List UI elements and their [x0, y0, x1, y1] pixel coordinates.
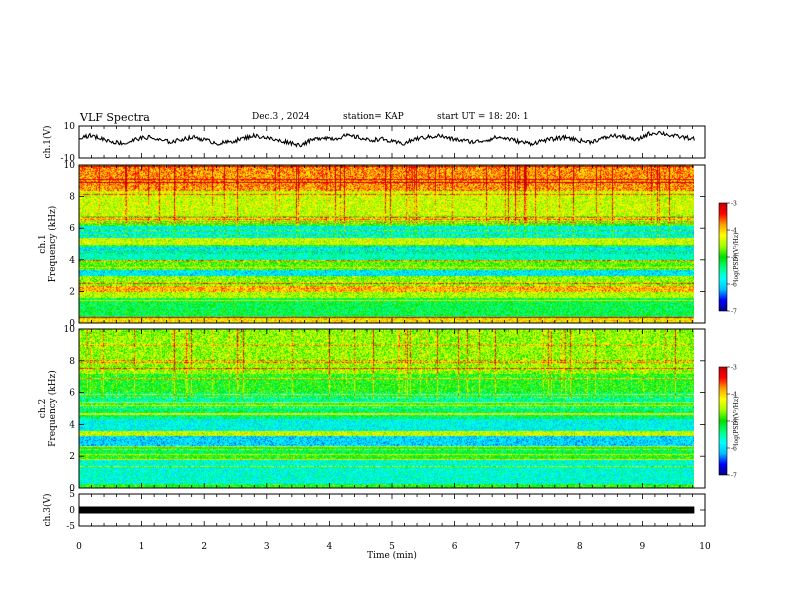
ch1-spectrogram-y-tick-label: 4 [69, 256, 75, 266]
x-tick-label: 3 [264, 542, 270, 552]
ch1-waveform-line [78, 130, 695, 148]
colorbar-label: log(PSD)(V²/Hz) [733, 233, 740, 282]
ch1-waveform-y-tick-label: 10 [64, 122, 76, 132]
ch1-waveform-y-tick-label: -10 [61, 154, 76, 164]
colorbar-tick-label: -6 [731, 446, 737, 453]
x-tick-label: 5 [389, 542, 395, 552]
ch2-spectrogram-y-tick-label: 0 [69, 484, 75, 494]
ch1-spectrogram-ylabel: Frequency (kHz) [47, 206, 58, 283]
date-label: Dec.3 , 2024 [252, 112, 310, 122]
ch2-spectrogram-y-tick-label: 8 [69, 357, 75, 367]
ch2-spectrogram-ylabel-channel: ch.2 [38, 399, 48, 418]
x-tick-label: 10 [699, 542, 711, 552]
colorbar-tick-label: -4 [731, 392, 737, 399]
x-axis-label: Time (min) [367, 550, 417, 561]
ch2-colorbar [718, 366, 728, 476]
ch2-spectrogram-image [79, 329, 694, 488]
ch1-spectrogram-y-tick-label: 8 [69, 193, 75, 203]
x-tick-label: 9 [640, 542, 646, 552]
ch1-spectrogram-y-tick-label: 10 [64, 161, 76, 171]
ch3-waveform-ylabel: ch.3(V) [42, 494, 53, 527]
x-tick-label: 2 [201, 542, 207, 552]
x-tick-label: 6 [452, 542, 458, 552]
ch2-spectrogram-ylabel: Frequency (kHz) [47, 370, 58, 447]
ch2-spectrogram-y-tick-label: 6 [69, 389, 75, 399]
ch2-spectrogram-y-tick-label: 10 [64, 325, 76, 335]
colorbar-label: log(PSD)(V²/Hz) [733, 397, 740, 446]
colorbar-tick-label: -6 [731, 282, 737, 289]
ch3-waveform-y-tick-label: -5 [66, 522, 75, 532]
ch1-spectrogram-image [79, 165, 694, 323]
ch1-spectrogram-y-tick-label: 2 [69, 287, 75, 297]
ch2-spectrogram-y-tick-label: 4 [69, 420, 75, 430]
colorbar-tick-label: -3 [731, 365, 737, 372]
ch3-waveform-y-tick-label: 0 [69, 506, 75, 516]
x-tick-label: 4 [327, 542, 333, 552]
station-label: station= KAP [343, 112, 404, 122]
ch2-spectrogram-y-tick-label: 2 [69, 452, 75, 462]
ch1-spectrogram-ylabel-channel: ch.1 [38, 234, 48, 253]
colorbar-tick-label: -3 [731, 201, 737, 208]
ch1-spectrogram-y-tick-label: 6 [69, 224, 75, 234]
chart-title: VLF Spectra [80, 111, 150, 124]
ch1-waveform-ylabel: ch.1(V) [42, 126, 53, 159]
x-tick-label: 0 [76, 542, 82, 552]
x-tick-label: 7 [514, 542, 520, 552]
ch1-colorbar [718, 202, 728, 312]
start-ut-label: start UT = 18: 20: 1 [437, 112, 529, 122]
colorbar-tick-label: -7 [731, 309, 737, 316]
colorbar-tick-label: -5 [731, 255, 737, 262]
colorbar-tick-label: -7 [731, 473, 737, 480]
ch1-spectrogram-y-tick-label: 0 [69, 319, 75, 329]
ch3-waveform-y-tick-label: 5 [69, 490, 75, 500]
x-tick-label: 8 [577, 542, 583, 552]
x-tick-label: 1 [139, 542, 145, 552]
colorbar-tick-label: -5 [731, 419, 737, 426]
colorbar-tick-label: -4 [731, 228, 737, 235]
